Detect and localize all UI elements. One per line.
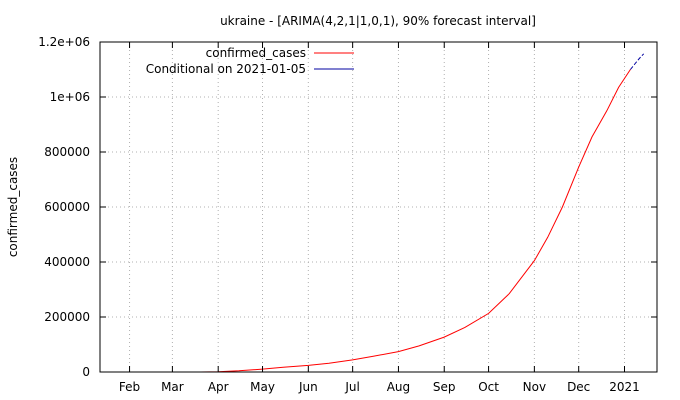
ticks — [100, 41, 657, 373]
x-tick-label: Aug — [387, 380, 410, 394]
series-layer — [175, 53, 645, 373]
x-tick-label: Oct — [478, 380, 499, 394]
y-tick-label: 1.2e+06 — [38, 35, 90, 49]
y-tick-label: 1e+06 — [50, 90, 90, 104]
y-tick-label: 400000 — [44, 255, 90, 269]
x-tick-label: Mar — [161, 380, 184, 394]
chart-title: ukraine - [ARIMA(4,2,1|1,0,1), 90% forec… — [220, 14, 536, 28]
y-tick-label: 200000 — [44, 310, 90, 324]
y-tick-label: 600000 — [44, 200, 90, 214]
y-tick-label: 0 — [82, 365, 90, 379]
x-tick-label: Jun — [298, 380, 318, 394]
x-tick-label: Nov — [523, 380, 546, 394]
legend-label-confirmed-cases: confirmed_cases — [206, 46, 306, 60]
x-tick-label: Apr — [208, 380, 229, 394]
x-tick-label: Jul — [344, 380, 359, 394]
x-tick-label: 2021 — [609, 380, 640, 394]
tick-labels: 0 200000 400000 600000 800000 1e+06 1.2e+06 Feb… — [38, 35, 640, 394]
grid — [100, 42, 657, 372]
plot-frame — [99, 41, 658, 373]
legend-label-conditional: Conditional on 2021-01-05 — [146, 62, 306, 76]
y-axis-label: confirmed_cases — [6, 157, 20, 257]
series-line-conditional — [630, 53, 645, 70]
x-tick-label: Feb — [119, 380, 140, 394]
series-line-confirmed-cases — [175, 69, 631, 373]
x-tick-label: Sep — [433, 380, 456, 394]
y-tick-label: 800000 — [44, 145, 90, 159]
x-tick-label: Dec — [567, 380, 590, 394]
x-tick-label: May — [250, 380, 275, 394]
legend: confirmed_cases Conditional on 2021-01-0… — [146, 46, 354, 76]
